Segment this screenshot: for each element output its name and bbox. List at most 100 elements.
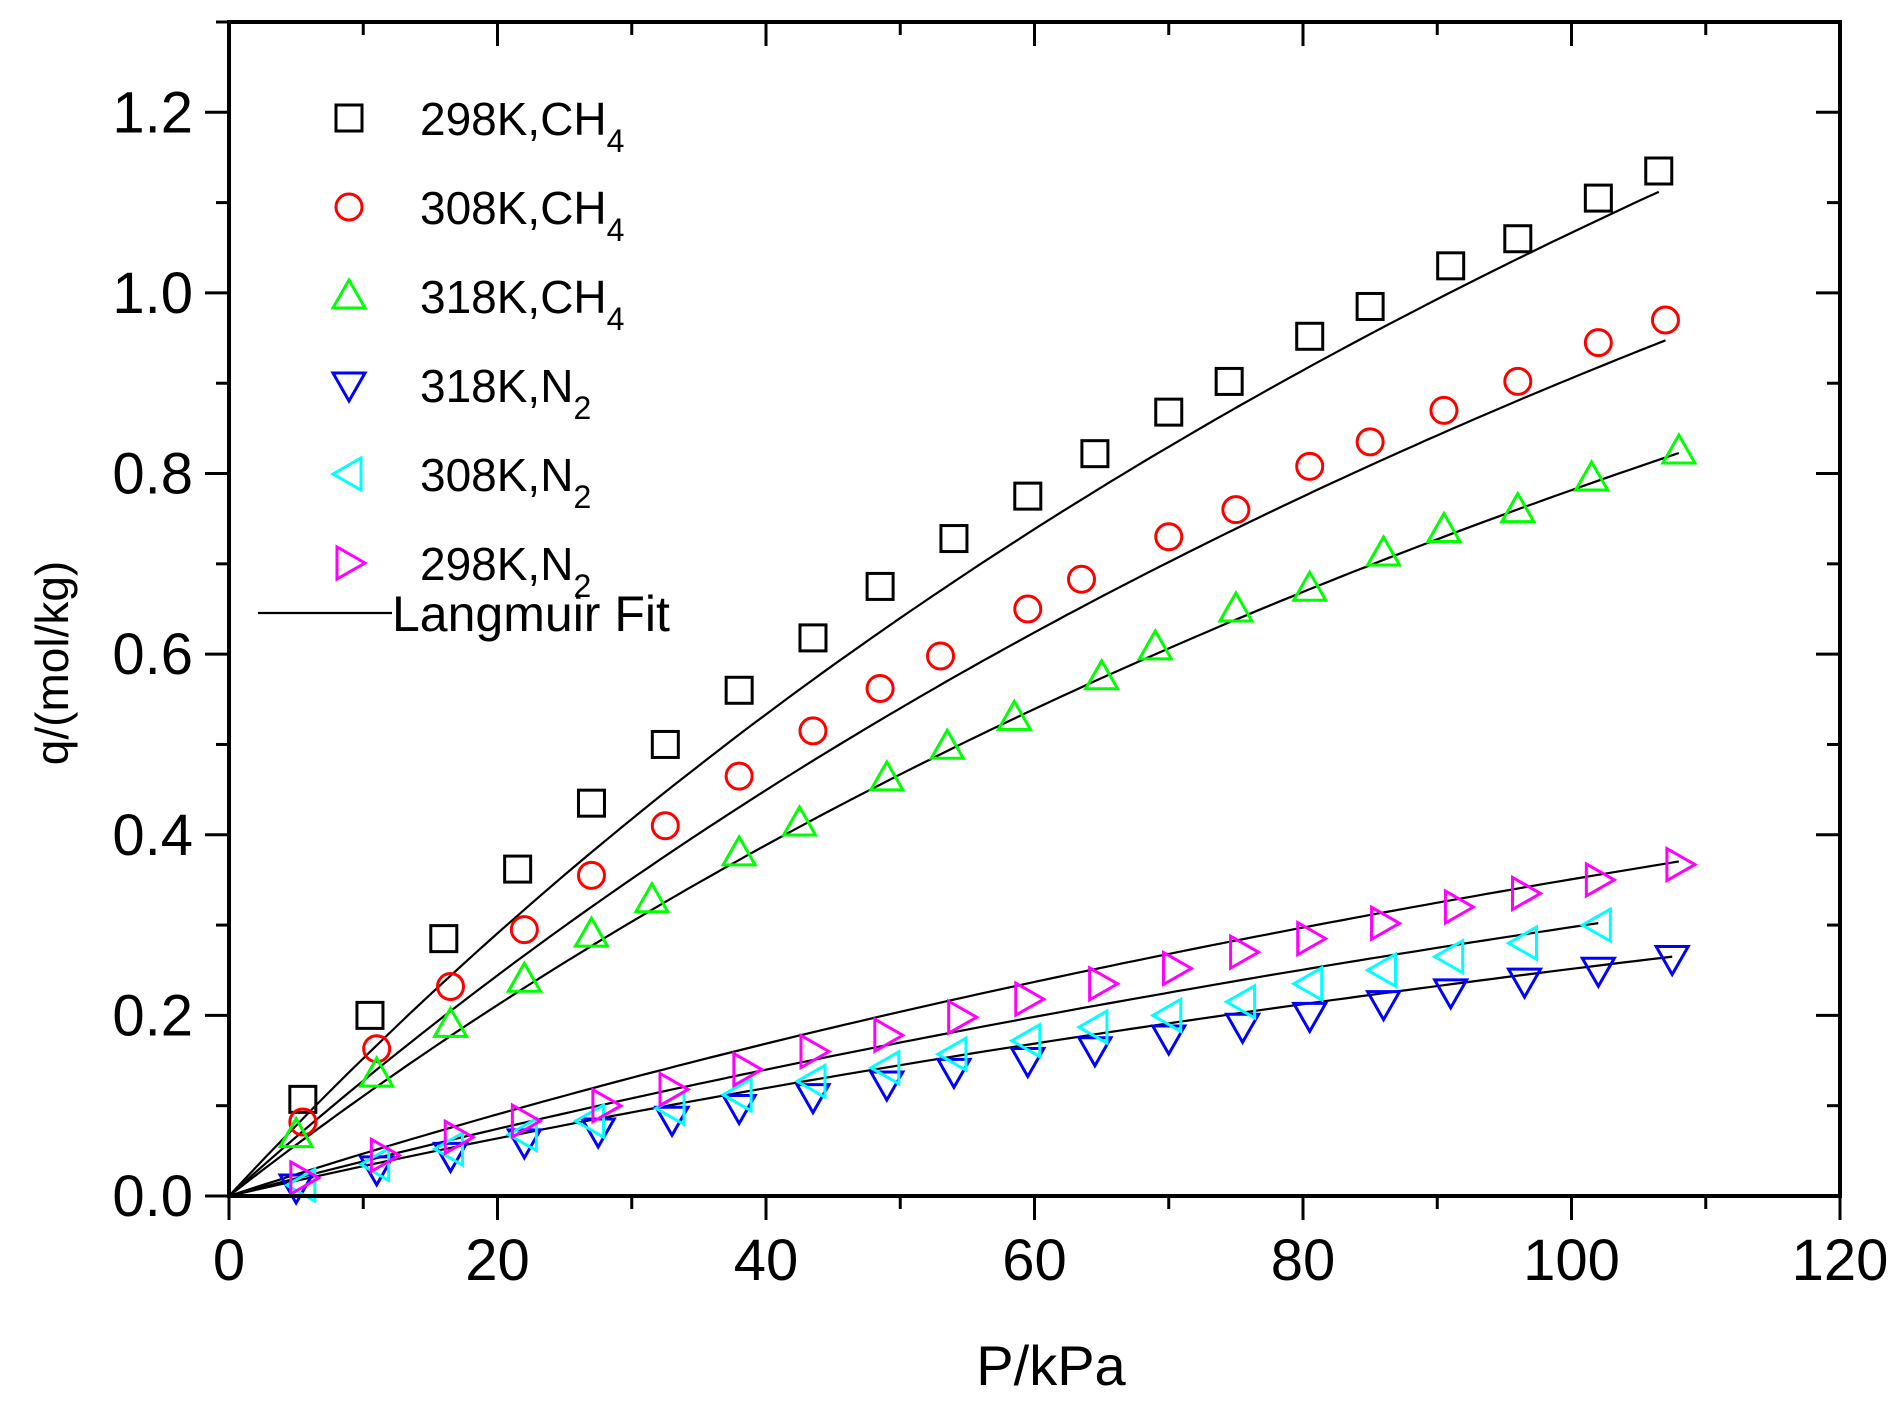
fit-lines (228, 190, 1680, 1198)
series-triangle-down (277, 944, 1691, 1206)
x-tick-label: 20 (465, 1228, 530, 1293)
data-markers (277, 156, 1698, 1206)
data-point (1013, 594, 1043, 624)
data-point (650, 729, 680, 759)
data-point (362, 1034, 392, 1064)
data-point (576, 788, 606, 818)
data-point (1075, 1008, 1109, 1046)
legend-label: 298K,CH4 (420, 93, 624, 159)
data-point (289, 1159, 322, 1197)
data-point (572, 1102, 605, 1140)
y-tick-label: 0.4 (112, 803, 193, 868)
legend-label: 318K,CH4 (420, 271, 624, 337)
data-point (1364, 533, 1403, 567)
data-point (1161, 949, 1195, 988)
x-tick-label: 60 (1002, 1228, 1067, 1293)
data-point (1364, 990, 1403, 1023)
x-axis: 0 20 40 60 80 100 120 (213, 22, 1889, 1293)
data-point (1066, 564, 1096, 594)
data-point (658, 1070, 692, 1109)
y-axis-title: q/(mol/kg) (26, 561, 78, 765)
fit-line (228, 190, 1660, 1197)
data-point (1579, 906, 1612, 944)
data-point (355, 1000, 385, 1030)
data-point (867, 1049, 901, 1087)
data-point (1229, 933, 1262, 971)
data-point (1295, 451, 1325, 481)
data-point (794, 1083, 832, 1116)
data-point (798, 716, 828, 746)
data-point (1291, 1001, 1329, 1035)
legend-label: 308K,CH4 (420, 182, 624, 248)
data-point (591, 1087, 624, 1125)
data-point (1136, 627, 1174, 661)
y-tick-label: 1.2 (112, 80, 193, 145)
series-triangle-right (289, 845, 1698, 1197)
data-point (1013, 481, 1043, 511)
data-point (357, 1145, 391, 1183)
data-point (947, 998, 980, 1036)
data-point (799, 1032, 833, 1071)
data-point (277, 1173, 315, 1206)
legend-marker (330, 371, 368, 405)
series-circle (288, 305, 1680, 1137)
data-point (1660, 431, 1698, 465)
data-point (1223, 983, 1257, 1021)
data-point (572, 915, 611, 948)
data-point (720, 833, 758, 867)
data-point (1644, 156, 1674, 186)
data-point (1214, 366, 1244, 396)
data-point (1505, 924, 1539, 962)
data-point (1154, 397, 1184, 427)
data-point (1583, 328, 1613, 358)
x-tick-label: 120 (1792, 1228, 1889, 1293)
data-point (1505, 967, 1544, 1001)
legend-marker (329, 455, 363, 493)
data-point (443, 1118, 477, 1156)
data-point (1653, 944, 1691, 978)
data-point (865, 571, 895, 601)
data-point (1650, 305, 1680, 335)
data-point (1443, 888, 1477, 926)
data-point (369, 1136, 403, 1174)
data-point (720, 1076, 753, 1114)
data-point (798, 623, 828, 653)
fit-line (228, 922, 1599, 1198)
x-axis-title: P/kPa (976, 1334, 1126, 1397)
data-point (505, 960, 543, 993)
data-point (1296, 920, 1329, 958)
legend: 298K,CH4308K,CH4318K,CH4318K,N2308K,N229… (258, 93, 670, 642)
data-point (576, 860, 606, 890)
x-tick-label: 80 (1271, 1228, 1336, 1293)
data-point (436, 971, 466, 1001)
legend-marker (330, 276, 368, 310)
data-point (1295, 321, 1325, 351)
data-point (1014, 980, 1047, 1018)
data-point (283, 1166, 317, 1204)
data-point (358, 1055, 396, 1088)
legend-marker (334, 192, 364, 222)
data-point (724, 761, 754, 791)
y-tick-label: 0.0 (112, 1164, 193, 1229)
data-point (926, 641, 956, 671)
fit-line (228, 955, 1673, 1198)
data-point (1503, 224, 1533, 254)
data-point (633, 880, 671, 914)
data-point (1584, 861, 1618, 899)
data-point (1511, 874, 1544, 913)
data-point (288, 1084, 318, 1114)
data-point (1436, 251, 1466, 281)
data-point (288, 1107, 318, 1137)
data-point (939, 524, 969, 554)
x-tick-label: 40 (734, 1228, 799, 1293)
data-point (503, 854, 533, 884)
data-point (1008, 1022, 1042, 1060)
data-point (1149, 996, 1183, 1034)
data-point (1224, 1012, 1262, 1046)
data-point (1080, 439, 1110, 469)
data-point (1217, 589, 1255, 623)
data-point (1291, 569, 1329, 602)
y-tick-label: 0.8 (112, 442, 193, 507)
data-point (935, 1057, 973, 1091)
data-point (1355, 427, 1385, 457)
